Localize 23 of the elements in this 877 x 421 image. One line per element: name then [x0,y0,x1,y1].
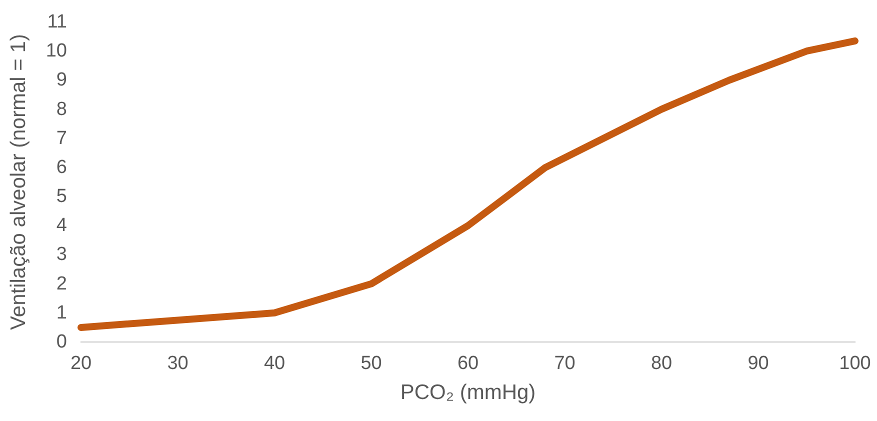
x-tick-label: 80 [650,353,672,374]
x-tick-label: 90 [748,353,769,374]
x-tick-label: 20 [70,353,92,374]
x-tick-label: 70 [554,353,576,374]
y-tick-label: 4 [56,215,68,236]
x-axis-title: PCO₂ (mmHg) [400,381,536,404]
y-tick-label: 11 [47,12,67,32]
y-tick-label: 10 [46,40,67,62]
x-tick-label: 60 [457,353,479,374]
y-tick-label: 9 [56,70,67,91]
y-tick-label: 6 [56,156,67,178]
x-tick-label: 50 [360,353,382,374]
x-tick-label: 100 [839,353,871,374]
y-tick-label: 0 [56,332,67,352]
y-tick-label: 3 [56,244,67,266]
x-tick-label: 40 [264,353,286,374]
y-tick-label: 1 [56,302,67,324]
y-tick-label: 8 [56,98,67,120]
y-tick-label: 7 [56,128,67,149]
y-axis-title: Ventilação alveolar (normal = 1) [7,34,30,330]
y-tick-label: 5 [56,186,67,208]
y-tick-label: 2 [56,273,67,294]
x-tick-label: 30 [167,353,188,374]
